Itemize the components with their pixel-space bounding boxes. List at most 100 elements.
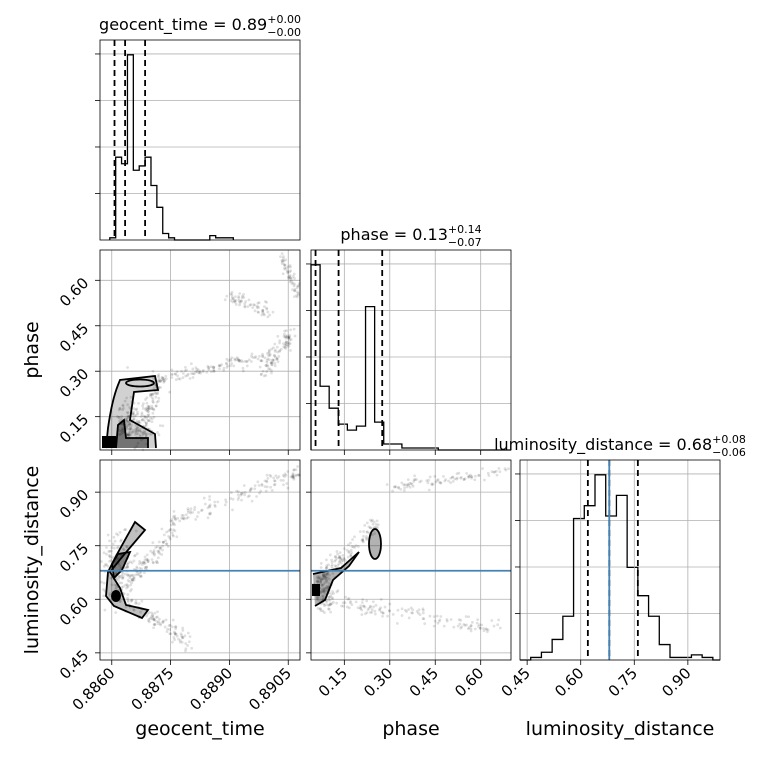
sample-point: [160, 527, 164, 531]
sample-point: [293, 289, 296, 293]
sample-point: [131, 430, 135, 434]
sample-point: [115, 532, 118, 536]
sample-point: [285, 269, 289, 273]
y-tick-label: 0.60: [56, 274, 92, 310]
sample-point: [241, 369, 245, 373]
sample-point: [465, 471, 468, 475]
sample-point: [186, 631, 190, 635]
sample-point: [477, 474, 481, 477]
sample-point: [162, 380, 166, 384]
sample-point: [320, 589, 324, 593]
sample-point: [413, 474, 417, 478]
sample-point: [321, 573, 325, 577]
sample-point: [470, 620, 474, 624]
sample-point: [230, 362, 234, 365]
sample-point: [125, 396, 128, 400]
sample-point: [144, 421, 148, 425]
sample-point: [176, 516, 180, 520]
sample-point: [492, 624, 496, 628]
sample-point: [272, 353, 276, 357]
sample-point: [128, 580, 132, 583]
sample-point: [200, 509, 203, 512]
sample-point: [207, 366, 210, 370]
panel-dist-hist: [519, 459, 721, 661]
sample-point: [275, 476, 279, 480]
sample-point: [209, 365, 213, 369]
sample-point: [257, 484, 261, 487]
sample-point: [222, 369, 226, 372]
sample-point: [184, 649, 187, 653]
sample-point: [117, 576, 121, 580]
sample-point: [325, 584, 329, 588]
sample-point: [333, 564, 337, 568]
sample-point: [507, 467, 510, 471]
sample-point: [427, 478, 431, 482]
sample-point: [270, 488, 274, 492]
sample-point: [124, 605, 128, 609]
sample-point: [147, 419, 150, 423]
sample-point: [462, 478, 466, 482]
sample-point: [292, 475, 295, 479]
sample-point: [225, 294, 229, 298]
sample-point: [132, 412, 136, 416]
sample-point: [326, 572, 330, 576]
sample-point: [443, 479, 447, 483]
sample-point: [132, 407, 136, 411]
sample-point: [426, 481, 430, 485]
sample-point: [344, 559, 347, 563]
sample-point: [181, 626, 185, 630]
sample-point: [180, 634, 183, 637]
sample-point: [143, 415, 147, 419]
sample-point: [477, 624, 480, 628]
sample-point: [360, 608, 364, 612]
sample-point: [338, 560, 342, 564]
sample-point: [240, 359, 243, 362]
sample-point: [419, 479, 423, 483]
sample-point: [241, 294, 244, 298]
y-axis-label-phase: phase: [21, 321, 43, 378]
sample-point: [361, 539, 365, 543]
sample-point: [143, 561, 147, 565]
sample-point: [256, 357, 260, 361]
sample-point: [319, 609, 323, 613]
sample-point: [407, 608, 411, 611]
sample-point: [295, 286, 299, 290]
sample-point: [493, 470, 497, 474]
sample-point: [370, 610, 374, 614]
sample-point: [459, 476, 463, 480]
sample-point: [243, 304, 247, 308]
sample-point: [149, 615, 153, 619]
sample-point: [370, 519, 374, 523]
sample-point: [117, 574, 121, 578]
sample-point: [182, 514, 185, 517]
sample-point: [254, 355, 258, 359]
sample-point: [381, 614, 384, 618]
sample-point: [146, 560, 150, 564]
sample-point: [273, 362, 277, 365]
sample-point: [403, 486, 406, 490]
sample-point: [127, 420, 131, 424]
sample-point: [128, 405, 132, 409]
sample-point: [171, 534, 175, 538]
sample-point: [164, 618, 168, 622]
sample-point: [126, 420, 130, 424]
sample-point: [347, 597, 351, 600]
sample-point: [130, 423, 133, 427]
sample-point: [406, 478, 410, 482]
sample-point: [175, 634, 179, 638]
sample-point: [152, 623, 156, 626]
sample-point: [114, 611, 118, 614]
sample-point: [150, 396, 154, 400]
sample-point: [267, 348, 271, 352]
sample-point: [223, 503, 227, 507]
sample-point: [129, 574, 132, 578]
sample-point: [245, 364, 249, 368]
sample-point: [255, 304, 259, 308]
sample-point: [280, 262, 284, 265]
sample-point: [263, 356, 267, 360]
sample-point: [252, 303, 255, 307]
sample-point: [114, 586, 118, 590]
sample-point: [280, 252, 284, 256]
sample-point: [281, 256, 285, 260]
sample-point: [264, 489, 268, 493]
